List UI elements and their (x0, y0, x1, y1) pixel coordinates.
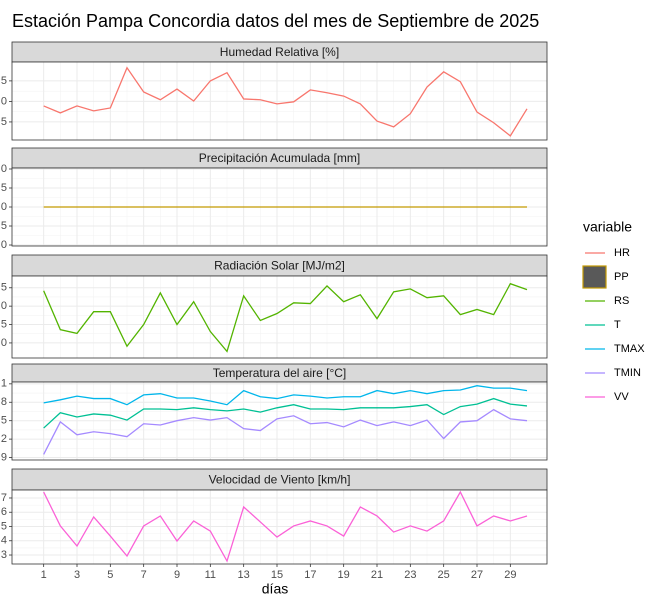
y-tick-label: 5 (1, 116, 7, 128)
legend-label: TMIN (614, 367, 641, 379)
y-tick-label: 0 (1, 300, 7, 312)
y-tick-label: 5 (1, 318, 7, 330)
x-tick-label: 23 (404, 569, 416, 581)
y-tick-label: 5 (1, 415, 7, 427)
legend-label: VV (614, 391, 629, 403)
x-tick-label: 21 (371, 569, 383, 581)
legend-label: PP (614, 271, 629, 283)
y-tick-label: 0 (1, 201, 7, 213)
y-tick-label: 2 (1, 433, 7, 445)
legend-label: TMAX (614, 343, 645, 355)
series-line (43, 408, 528, 455)
series-line (43, 385, 528, 406)
chart-title: Estación Pampa Concordia datos del mes d… (12, 11, 539, 31)
x-tick-label: 15 (271, 569, 283, 581)
y-tick-label: 5 (1, 282, 7, 294)
y-tick-label: 7 (1, 492, 7, 504)
x-tick-label: 3 (74, 569, 80, 581)
x-tick-label: 25 (438, 569, 450, 581)
panel-border (11, 489, 548, 565)
y-tick-label: 5 (1, 182, 7, 194)
facet-title: Precipitación Acumulada [mm] (199, 151, 360, 165)
y-tick-label: 8 (1, 396, 7, 408)
x-tick-label: 29 (504, 569, 516, 581)
y-tick-label: 5 (1, 220, 7, 232)
legend-label: HR (614, 247, 630, 259)
legend-title: variable (583, 219, 632, 235)
x-tick-label: 9 (174, 569, 180, 581)
facet-title: Radiación Solar [MJ/m2] (214, 259, 345, 273)
x-tick-label: 1 (41, 569, 47, 581)
x-axis-label: días (262, 581, 288, 596)
y-tick-label: 5 (1, 520, 7, 532)
x-tick-label: 5 (107, 569, 113, 581)
x-tick-label: 7 (141, 569, 147, 581)
legend-key (582, 265, 607, 289)
series-line (43, 397, 528, 429)
legend-label: RS (614, 295, 629, 307)
panel (12, 276, 547, 358)
y-tick-label: 0 (1, 239, 7, 251)
y-tick-label: 0 (1, 337, 7, 349)
y-tick-label: 9 (1, 451, 7, 463)
y-tick-label: 0 (1, 163, 7, 175)
x-tick-label: 27 (471, 569, 483, 581)
x-tick-label: 11 (205, 569, 216, 581)
y-tick-label: 1 (1, 378, 7, 390)
series-line (43, 282, 528, 353)
panel-border (11, 167, 548, 247)
facet-title: Velocidad de Viento [km/h] (209, 473, 351, 487)
panel-border (11, 275, 548, 359)
y-tick-label: 0 (1, 95, 7, 107)
legend-label: T (614, 319, 621, 331)
y-tick-label: 3 (1, 549, 7, 561)
x-tick-label: 19 (338, 569, 350, 581)
facet-title: Temperatura del aire [°C] (213, 366, 347, 380)
panel-border (11, 61, 548, 141)
series-line (43, 66, 528, 137)
facet-title: Humedad Relativa [%] (220, 45, 339, 59)
x-tick-label: 13 (238, 569, 250, 581)
panel-border (11, 381, 548, 461)
y-tick-label: 6 (1, 506, 7, 518)
x-tick-label: 17 (304, 569, 316, 581)
y-tick-label: 4 (1, 535, 7, 547)
y-tick-label: 5 (1, 75, 7, 87)
series-line (43, 490, 528, 563)
